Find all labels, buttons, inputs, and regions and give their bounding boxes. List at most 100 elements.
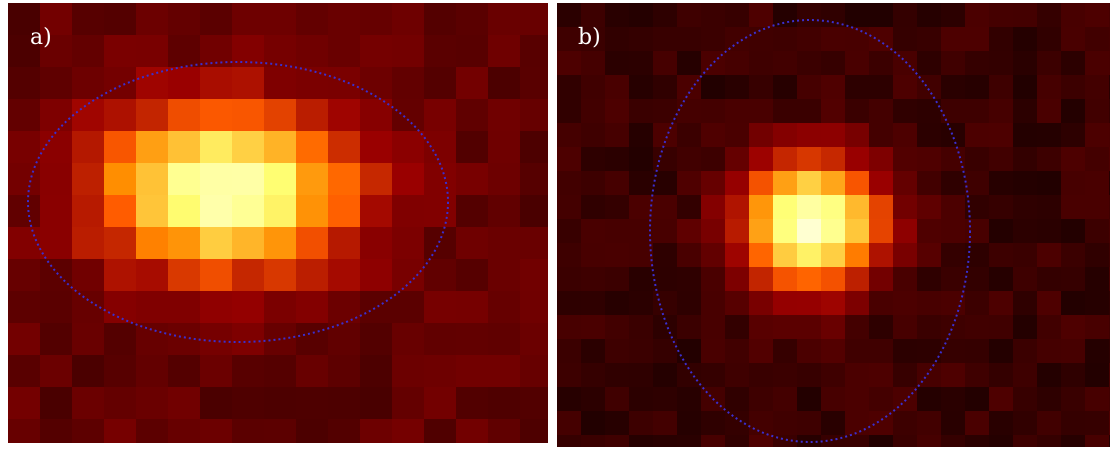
pixel	[749, 243, 773, 267]
pixel	[677, 99, 701, 123]
pixel	[520, 3, 548, 35]
pixel	[605, 3, 629, 27]
pixel	[168, 67, 200, 99]
pixel	[845, 363, 869, 387]
pixel	[989, 267, 1013, 291]
pixel	[773, 27, 797, 51]
pixel	[893, 267, 917, 291]
pixel	[773, 195, 797, 219]
pixel	[557, 435, 581, 447]
pixel	[629, 147, 653, 171]
pixel	[1013, 51, 1037, 75]
pixel	[749, 291, 773, 315]
pixel	[773, 267, 797, 291]
pixel	[725, 123, 749, 147]
pixel	[941, 291, 965, 315]
pixel	[328, 259, 360, 291]
pixel	[232, 259, 264, 291]
pixel	[845, 75, 869, 99]
pixel	[1037, 123, 1061, 147]
pixel	[1013, 171, 1037, 195]
pixel	[8, 67, 40, 99]
pixel	[104, 227, 136, 259]
pixel	[424, 259, 456, 291]
pixel	[328, 3, 360, 35]
pixel	[821, 219, 845, 243]
pixel	[893, 171, 917, 195]
pixel	[773, 51, 797, 75]
pixel	[869, 267, 893, 291]
pixel	[232, 419, 264, 443]
pixel	[677, 195, 701, 219]
pixel	[845, 123, 869, 147]
pixel	[581, 339, 605, 363]
pixel	[40, 419, 72, 443]
pixel	[1037, 75, 1061, 99]
pixel	[72, 419, 104, 443]
pixel	[797, 27, 821, 51]
pixel	[605, 171, 629, 195]
pixel	[1061, 3, 1085, 27]
pixel	[797, 363, 821, 387]
pixel	[488, 195, 520, 227]
pixel	[1085, 435, 1109, 447]
pixel	[8, 227, 40, 259]
pixel	[797, 243, 821, 267]
pixel	[677, 387, 701, 411]
pixel	[520, 163, 548, 195]
pixel	[168, 291, 200, 323]
pixel	[1013, 387, 1037, 411]
pixel	[941, 219, 965, 243]
pixel	[392, 131, 424, 163]
pixel	[869, 243, 893, 267]
pixel	[40, 67, 72, 99]
pixel	[40, 355, 72, 387]
pixel	[72, 35, 104, 67]
pixel	[989, 411, 1013, 435]
pixel	[749, 411, 773, 435]
pixel	[629, 267, 653, 291]
pixel	[629, 171, 653, 195]
pixel	[72, 67, 104, 99]
pixel	[456, 195, 488, 227]
pixel	[456, 163, 488, 195]
pixel	[1085, 51, 1109, 75]
pixel	[605, 123, 629, 147]
pixel	[677, 243, 701, 267]
pixel	[360, 387, 392, 419]
pixel	[701, 267, 725, 291]
pixel	[328, 163, 360, 195]
pixel	[653, 243, 677, 267]
pixel	[104, 3, 136, 35]
pixel	[40, 387, 72, 419]
pixel	[1013, 315, 1037, 339]
pixel	[8, 323, 40, 355]
pixel	[200, 419, 232, 443]
pixel	[360, 195, 392, 227]
pixel	[520, 67, 548, 99]
pixel	[1061, 291, 1085, 315]
pixel	[488, 291, 520, 323]
pixel	[677, 51, 701, 75]
pixel	[581, 75, 605, 99]
pixel	[168, 195, 200, 227]
pixel	[941, 315, 965, 339]
pixel	[893, 219, 917, 243]
pixel	[605, 195, 629, 219]
pixel	[168, 419, 200, 443]
pixel	[1109, 147, 1110, 171]
pixel	[1013, 435, 1037, 447]
pixel	[136, 35, 168, 67]
pixel	[605, 267, 629, 291]
pixel	[749, 363, 773, 387]
pixel	[893, 75, 917, 99]
pixel	[1085, 387, 1109, 411]
pixel	[1037, 147, 1061, 171]
pixel	[360, 131, 392, 163]
pixel	[677, 27, 701, 51]
pixel	[725, 99, 749, 123]
pixel	[232, 291, 264, 323]
pixel	[941, 363, 965, 387]
pixel	[725, 27, 749, 51]
pixel	[629, 315, 653, 339]
